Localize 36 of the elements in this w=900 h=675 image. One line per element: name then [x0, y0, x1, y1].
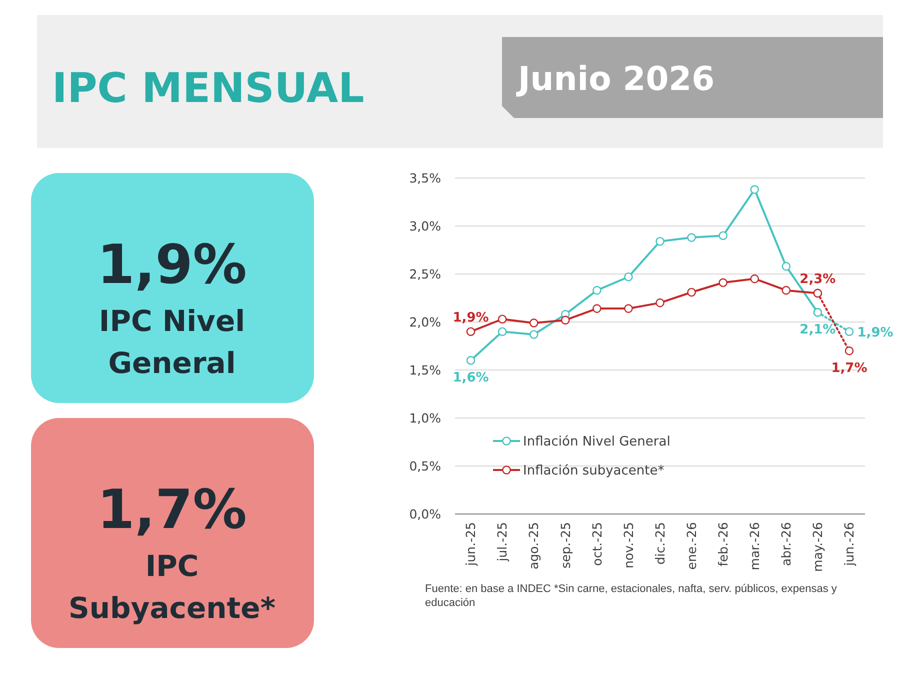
- y-tick-label: 2,5%: [409, 266, 442, 282]
- y-tick-label: 1,0%: [409, 410, 442, 426]
- data-label: 1,7%: [831, 360, 868, 376]
- y-tick-label: 2,0%: [409, 314, 442, 330]
- x-tick-label: jun.-25: [463, 522, 478, 567]
- text: IPC MENSUAL: [52, 64, 364, 112]
- y-tick-label: 1,5%: [409, 362, 442, 378]
- data-label: 2,3%: [800, 272, 836, 288]
- y-tick-label: 3,0%: [409, 218, 442, 234]
- text: IPC Subyacente*: [68, 549, 276, 625]
- x-tick-label: dic.-25: [652, 522, 668, 565]
- data-label: 2,1%: [800, 322, 836, 338]
- data-label: 1,9%: [857, 326, 894, 341]
- legend-label: Inflación subyacente*: [523, 464, 665, 479]
- text: IPC Nivel General: [98, 304, 246, 380]
- data-label: 1,6%: [452, 370, 489, 386]
- y-tick-label: 0,0%: [409, 506, 442, 522]
- x-tick-label: mar.-26: [746, 522, 762, 570]
- text: 1,7%: [97, 478, 247, 541]
- legend-label: Inflación Nivel General: [523, 434, 670, 450]
- data-label: 1,9%: [452, 310, 489, 326]
- x-tick-label: oct.-25: [589, 522, 604, 566]
- x-tick-label: jun.-26: [842, 522, 857, 567]
- y-tick-label: 0,5%: [409, 458, 442, 474]
- x-tick-label: abr.-26: [778, 522, 794, 566]
- x-tick-label: ago.-25: [526, 522, 542, 570]
- y-tick-label: 3,5%: [409, 170, 442, 186]
- x-tick-label: ene.-26: [684, 522, 699, 570]
- x-tick-label: sep.-25: [558, 522, 573, 569]
- x-tick-label: nov.-25: [620, 522, 636, 568]
- text: Junio 2026: [516, 59, 715, 98]
- x-tick-label: may.-26: [810, 522, 826, 572]
- x-tick-label: feb.-26: [715, 522, 730, 566]
- source-note: Fuente: en base a INDEC *Sin carne, estacionales, nafta, serv. públicos, expensas y educación: [425, 583, 838, 609]
- text: 1,9%: [97, 233, 247, 296]
- x-tick-label: jul.-25: [494, 522, 510, 562]
